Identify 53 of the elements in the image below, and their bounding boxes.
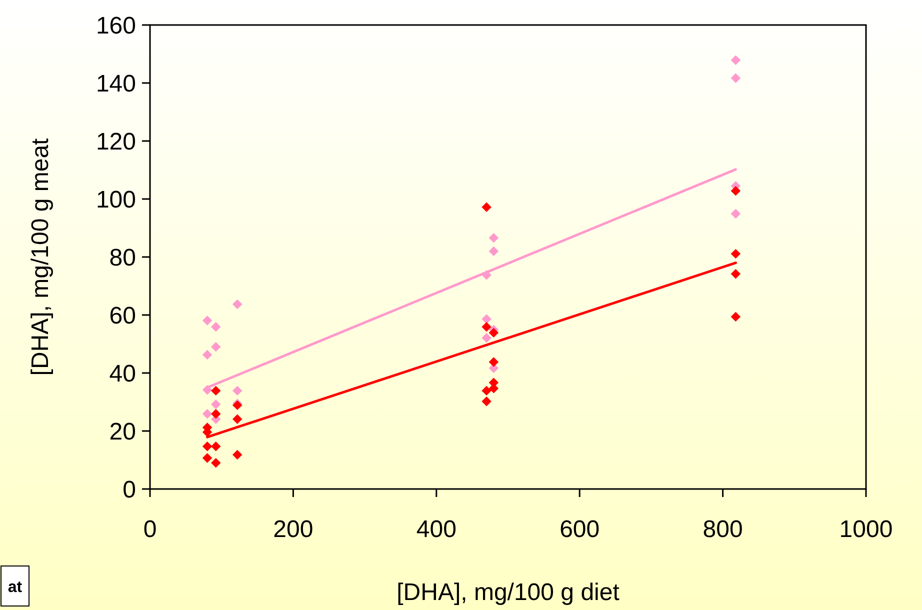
point [202, 409, 212, 419]
point [482, 322, 492, 332]
point [202, 316, 212, 326]
point [488, 232, 499, 243]
point [730, 268, 741, 279]
point [482, 270, 492, 280]
y-tick-label: 160 [96, 12, 136, 40]
point [730, 248, 741, 259]
point [482, 396, 492, 406]
point [232, 450, 242, 460]
text: at [8, 579, 23, 596]
point [202, 442, 212, 452]
y-tick-label: 100 [96, 186, 136, 214]
point [232, 414, 242, 424]
y-axis-title: [DHA], mg/100 g meat [27, 138, 54, 376]
y-tick-label: 60 [109, 302, 136, 330]
point [482, 314, 492, 324]
point [202, 350, 212, 360]
point [488, 328, 499, 338]
x-tick-label: 400 [416, 516, 456, 543]
x-tick-label: 1000 [839, 516, 893, 543]
point [211, 386, 221, 396]
point [488, 246, 499, 256]
point [482, 333, 492, 343]
x-tick-label: 800 [702, 516, 743, 543]
x-axis-title: [DHA], mg/100 g diet [396, 579, 620, 606]
x-tick-label: 0 [143, 516, 157, 543]
y-tick-label: 20 [109, 418, 136, 446]
x-tick-label: 600 [560, 516, 600, 543]
point [211, 409, 221, 419]
point [202, 453, 212, 463]
point [211, 342, 221, 352]
point [202, 384, 212, 395]
point [211, 399, 221, 410]
point [730, 312, 741, 322]
point [482, 386, 492, 396]
point [730, 208, 741, 219]
point [730, 73, 741, 83]
y-tick-label: 40 [109, 360, 136, 388]
point [232, 299, 242, 310]
point [730, 55, 741, 65]
y-tick-label: 140 [96, 70, 136, 98]
x-tick-label: 200 [273, 516, 314, 543]
y-tick-label: 80 [109, 244, 136, 272]
point [211, 458, 221, 468]
point [730, 186, 741, 196]
point [211, 442, 221, 452]
point [232, 386, 242, 396]
point [488, 357, 499, 367]
y-tick-label: 0 [122, 476, 136, 504]
y-tick-label: 120 [96, 128, 136, 156]
point [482, 202, 492, 212]
point [211, 322, 221, 332]
